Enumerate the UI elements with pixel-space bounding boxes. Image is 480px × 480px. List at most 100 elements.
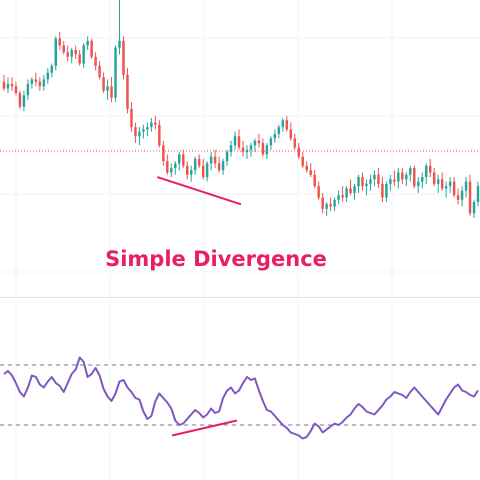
candle-body [432,172,436,184]
candle-body [349,188,352,193]
candle-body [365,183,368,187]
candle-body [142,129,145,132]
candle-body [26,83,30,96]
candle-body [90,40,93,57]
candle-body [205,163,209,178]
candle-body [464,181,468,191]
candle-body [14,86,18,94]
candle-body [448,181,452,187]
candle-body [253,140,257,146]
candle-body [277,127,281,134]
candle-body [305,165,308,171]
candle-body [369,179,372,184]
candle-body [94,56,97,66]
candle-body [389,179,392,184]
candle-body [281,120,285,128]
oscillator-levels [0,364,480,426]
candle-body [154,122,157,125]
candle-body [30,79,34,84]
candle-body [158,124,161,146]
candle-body [237,136,241,148]
candle-body [70,49,73,57]
candle-body [361,177,364,187]
candle-body [289,129,293,139]
candle-body [134,127,137,137]
candle-body [417,181,420,187]
candle-body [102,77,105,91]
candle-body [436,179,440,184]
price-divergence-line [157,176,242,206]
candle-body [333,199,336,207]
candle-body [233,136,237,146]
candle-body [373,174,376,180]
candle-body [66,52,69,57]
candle-body [185,165,189,175]
candle-body [249,145,253,150]
candle-body [381,183,384,198]
candle-body [138,131,141,137]
candle-body [150,122,153,128]
candle-body [357,177,360,187]
candle-body [377,174,380,184]
candle-body [42,79,46,87]
oscillator-line [3,356,479,440]
candle-body [82,45,85,64]
candlestick-series [2,0,480,218]
candle-body [162,145,165,162]
candle-body [209,156,213,164]
candle-body [285,120,289,130]
candle-body [178,154,181,164]
candle-body [301,156,304,166]
candle-body [269,138,273,146]
candle-body [189,170,193,175]
candle-body [170,167,173,173]
candle-body [62,45,65,53]
candle-body [114,47,117,98]
oscillator-divergence-line [171,419,238,437]
candle-body [197,158,201,166]
candle-body [54,38,58,66]
candle-body [421,177,424,182]
candle-body [221,161,225,171]
candle-body [193,158,197,171]
candle-body [424,165,428,178]
candle-body [213,156,217,164]
candle-body [321,197,324,209]
oscillator-line [3,356,479,440]
candle-body [329,204,332,207]
candle-body [353,186,356,193]
candle-body [98,65,101,78]
candle-body [146,127,149,130]
oscillator-divergence-line [171,419,238,437]
candle-body [337,195,340,200]
candle-body [257,140,261,144]
candle-body [293,138,297,148]
candle-body [309,170,312,175]
candle-body [472,202,476,214]
candle-body [126,74,129,109]
candle-body [106,86,109,91]
candle-body [58,38,61,46]
candle-body [456,195,460,200]
candle-body [440,179,444,189]
price-divergence-line [157,176,242,206]
candle-body [325,204,328,209]
candle-body [313,174,316,187]
candle-body [345,188,348,198]
candle-body [265,145,269,155]
candle-body [166,161,169,173]
candle-body [110,86,113,98]
candle-body [34,79,38,82]
candle-body [405,174,408,180]
candle-body [241,147,245,153]
candle-body [452,181,456,196]
candle-body [6,83,10,89]
candle-body [460,190,464,200]
candle-body [86,40,89,46]
candle-body [217,163,221,171]
candle-body [245,149,249,153]
candle-body [297,147,300,157]
candle-body [413,167,416,187]
candle-body [273,133,277,139]
candle-body [468,181,472,214]
